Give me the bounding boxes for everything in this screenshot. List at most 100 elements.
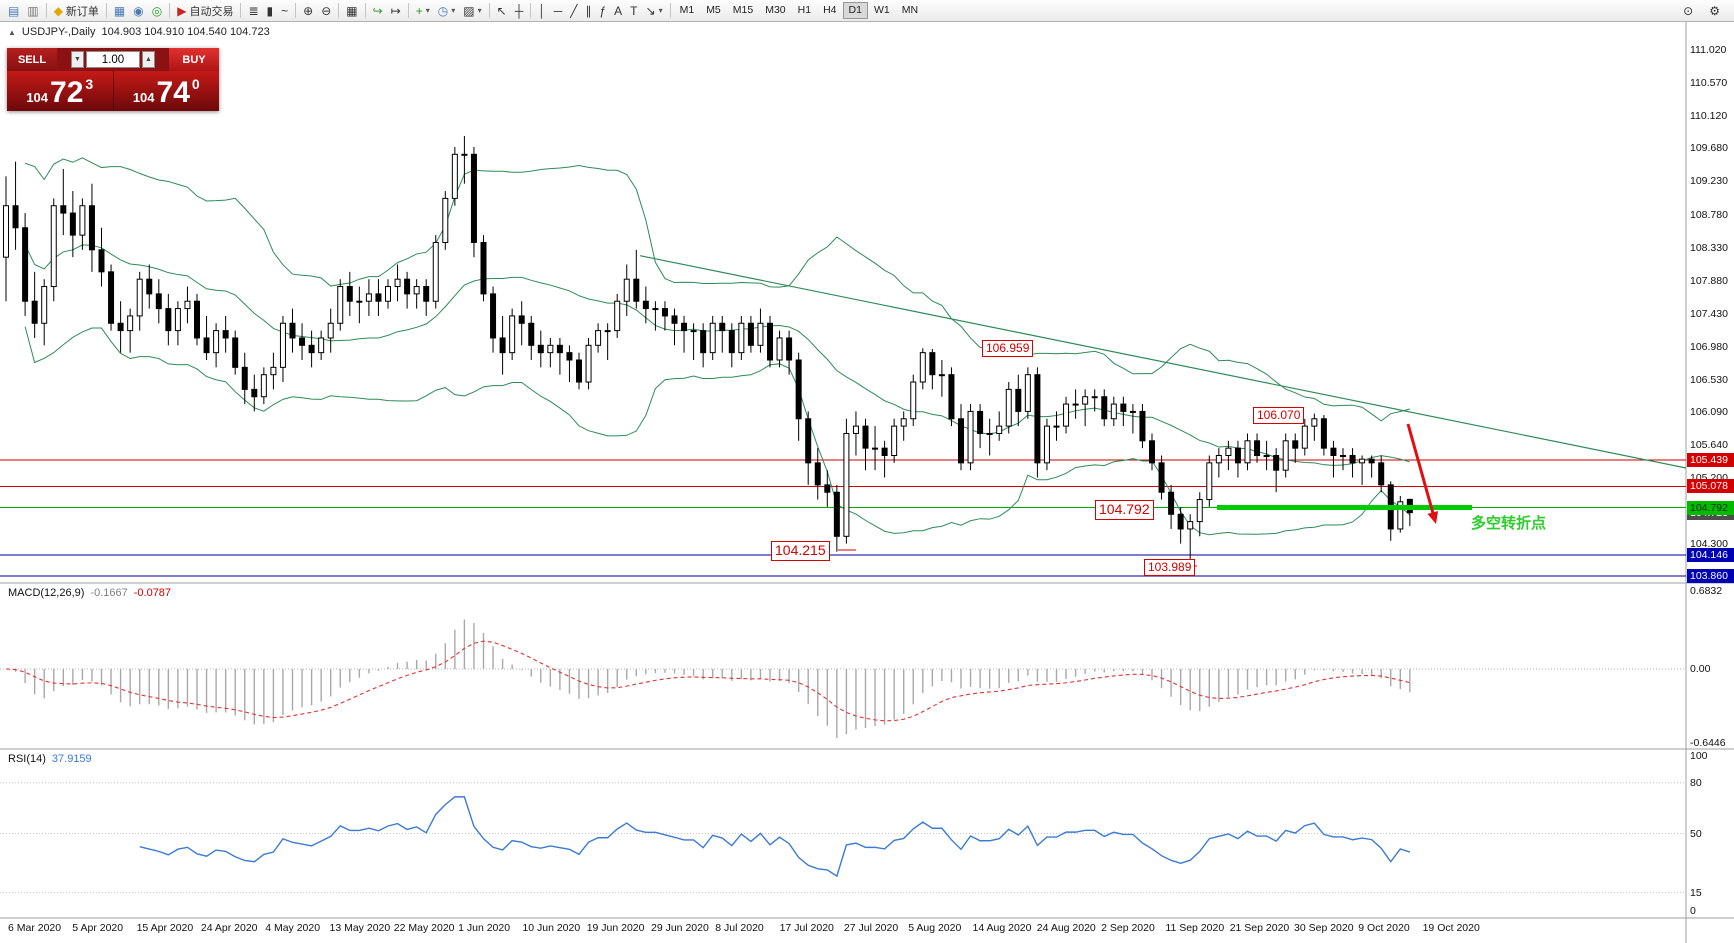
search-icon: ⊙ [1683,3,1694,18]
buy-button[interactable]: BUY [169,48,219,71]
date-label: 27 Jul 2020 [843,922,899,934]
arrows-button[interactable]: ↘ ▾ [642,2,667,20]
price-axis-label: 111.020 [1690,44,1727,56]
price-axis-label: 110.120 [1690,110,1728,123]
chart-title: ▲ USDJPY-,Daily 104.903 104.910 104.540 … [8,26,270,38]
macd-title: MACD(12,26,9) [8,587,85,599]
sell-price-button[interactable]: 104 72 3 [7,71,113,111]
price-axis-label: 107.880 [1690,274,1728,287]
bars-chart-button[interactable]: ≣ [244,2,262,20]
tile-windows-button[interactable]: ▦ [342,2,361,20]
price-callout: 106.070 [1253,407,1305,424]
search-icon[interactable]: ⊙ [1679,2,1697,20]
chevron-down-icon: ▾ [658,6,663,15]
chevron-down-icon: ▾ [425,6,430,15]
price-axis-label: 106.530 [1690,373,1728,386]
price-callout: 104.792 [1095,500,1154,520]
chart-marker-icon: ▲ [8,27,16,37]
toolbar-separator [488,3,490,18]
fibonacci-button[interactable]: ƒ [595,2,610,20]
date-label: 15 Apr 2020 [136,922,194,934]
new-order-button[interactable]: ◆ 新订单 [50,2,103,20]
timeframe-d1-button[interactable]: D1 [842,2,868,19]
price-badge: 104.146 [1687,547,1734,562]
indicators-button[interactable]: + ▾ [412,2,434,20]
timeframe-m1-button[interactable]: M1 [679,4,695,16]
zoom-in-button[interactable]: ⊕ [299,2,317,20]
new-chart-button[interactable]: ▤ [4,2,23,20]
chart-annotation-text: 多空转折点 [1471,515,1547,532]
horizontal-line-button[interactable]: ─ [550,2,567,20]
autotrading-button[interactable]: ▶ 自动交易 [173,2,237,20]
price-axis-label: 106.090 [1690,406,1728,419]
toolbar: ▤ ▥ ◆ 新订单 ▦ ◉ ◎ ▶ 自动交易 ≣ ▮ ~ ⊕ ⊖ ▦ ↪ ↦ + ▾ ◷ ▾ ▨ ▾ ↖ ┼ │ ─ ╱ ∥ ƒ A T ↘ ▾ M… [0,0,1734,22]
price-callout: 104.215 [771,541,830,561]
autotrading-icon: ▶ [177,3,187,18]
main-chart-area[interactable] [0,22,1686,583]
rsi-panel[interactable] [0,749,1686,918]
settings-icon[interactable]: ⚙ [1705,2,1724,20]
date-label: 9 Oct 2020 [1358,922,1410,934]
community-button[interactable]: ◉ [129,2,147,20]
refresh-button[interactable]: ◎ [148,2,166,20]
buy-price-big: 74 [156,75,190,109]
fibonacci-icon: ƒ [599,3,607,18]
rsi-axis-label: 15 [1690,886,1702,899]
crosshair-button[interactable]: ┼ [511,2,528,20]
macd-panel[interactable] [0,583,1686,749]
label-button[interactable]: T [626,2,641,20]
timeframe-h1-button[interactable]: H1 [797,4,812,16]
timeframe-m30-button[interactable]: M30 [765,4,786,16]
symbol-period-label: USDJPY-,Daily [21,26,96,38]
timeframe-mn-button[interactable]: MN [901,4,919,16]
candlestick-chart-icon: ▮ [266,3,274,18]
periods-button[interactable]: ◷ ▾ [434,2,460,20]
toolbar-separator [364,3,366,18]
sell-button[interactable]: SELL [7,48,57,71]
price-divider [112,71,114,111]
vertical-line-button[interactable]: │ [534,2,550,20]
toolbar-separator [169,3,171,18]
buy-price-button[interactable]: 104 74 0 [114,71,220,111]
auto-scroll-icon: ↪ [372,3,383,18]
macd-axis-label: 0.00 [1690,663,1711,675]
auto-scroll-button[interactable]: ↪ [369,2,387,20]
date-label: 2 Sep 2020 [1101,922,1155,934]
text-button[interactable]: A [610,2,626,20]
toolbar-separator [407,3,409,18]
cursor-button[interactable]: ↖ [493,2,511,20]
sell-price-sup: 3 [85,76,94,92]
trendline-button[interactable]: ╱ [566,2,581,20]
candlestick-chart-button[interactable]: ▮ [263,2,278,20]
volume-input[interactable] [86,51,140,68]
templates-icon: ▨ [463,3,475,18]
volume-increase-button[interactable]: ▲ [142,51,155,68]
market-watch-icon: ▦ [113,3,126,18]
sell-price-prefix: 104 [26,89,49,105]
zoom-out-button[interactable]: ⊖ [317,2,335,20]
vertical-line-icon: │ [538,3,546,18]
periods-icon: ◷ [437,3,449,18]
date-label: 1 Jun 2020 [458,922,511,934]
channel-button[interactable]: ∥ [581,2,595,20]
chart-shift-button[interactable]: ↦ [387,2,405,20]
horizontal-line-icon: ─ [553,3,563,18]
volume-control: ▼ ▲ [57,48,169,71]
date-label: 10 Jun 2020 [522,922,581,934]
price-callout: 103.989 [1144,559,1196,576]
market-watch-button[interactable]: ▦ [110,2,129,20]
text-icon: A [614,3,623,18]
timeframe-w1-button[interactable]: W1 [873,4,890,16]
line-chart-button[interactable]: ~ [277,2,292,20]
community-icon: ◉ [133,3,144,18]
profiles-button[interactable]: ▥ [23,2,42,20]
timeframe-m15-button[interactable]: M15 [732,4,754,16]
new-chart-icon: ▤ [8,3,20,18]
new-order-icon: ◆ [53,3,63,18]
volume-decrease-button[interactable]: ▼ [71,51,84,68]
rsi-axis-label: 0 [1690,905,1696,917]
templates-button[interactable]: ▨ ▾ [459,2,485,20]
timeframe-h4-button[interactable]: H4 [823,4,837,16]
timeframe-m5-button[interactable]: M5 [706,4,721,16]
zoom-in-icon: ⊕ [303,3,314,18]
